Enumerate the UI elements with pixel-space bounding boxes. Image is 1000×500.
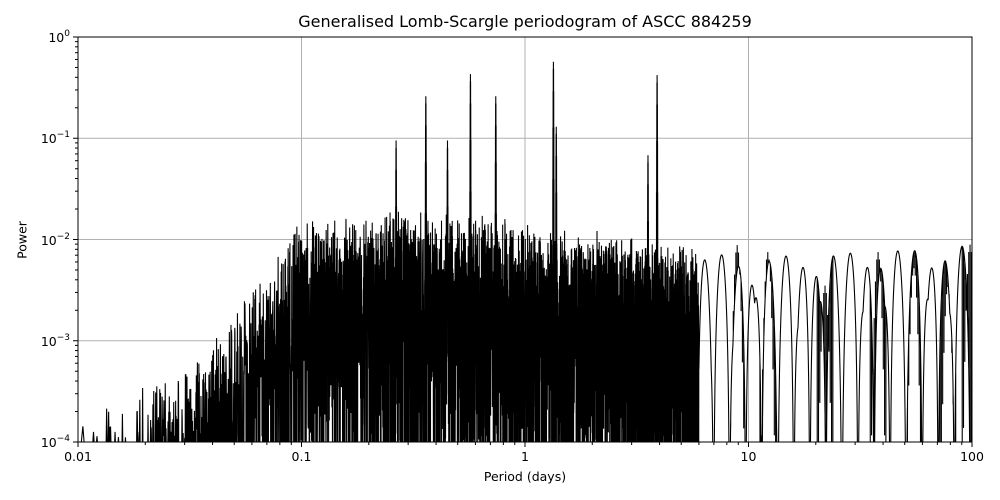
y-tick-base: 10 bbox=[40, 232, 57, 248]
periodogram-line bbox=[80, 61, 972, 442]
y-tick-label: 10−4 bbox=[41, 434, 70, 450]
y-tick-exponent: −4 bbox=[56, 434, 70, 444]
y-tick-label: 10−3 bbox=[41, 333, 70, 349]
y-tick-exponent: −1 bbox=[56, 130, 70, 141]
y-axis-label: Power bbox=[14, 221, 30, 259]
x-tick-label: 0.01 bbox=[64, 449, 92, 464]
x-tick-label: 0.1 bbox=[291, 449, 312, 464]
y-tick-label: 100 bbox=[48, 29, 70, 45]
y-tick-base: 10 bbox=[40, 435, 57, 450]
y-tick-base: 10 bbox=[40, 131, 57, 147]
plot-area bbox=[73, 36, 973, 447]
x-tick-label: 100 bbox=[960, 449, 984, 464]
x-tick-label: 10 bbox=[740, 449, 757, 464]
periodogram-plot bbox=[73, 36, 973, 447]
x-axis-label: Period (days) bbox=[483, 469, 567, 484]
chart-title: Generalised Lomb-Scargle periodogram of … bbox=[298, 12, 752, 31]
y-tick-label: 10−1 bbox=[41, 130, 70, 146]
y-tick-base: 10 bbox=[40, 333, 57, 349]
y-tick-label: 10−2 bbox=[41, 232, 70, 248]
y-tick-exponent: 0 bbox=[64, 29, 70, 39]
x-tick-label: 1 bbox=[521, 449, 529, 464]
y-tick-exponent: −2 bbox=[56, 231, 70, 242]
y-tick-exponent: −3 bbox=[56, 332, 70, 343]
y-tick-base: 10 bbox=[48, 30, 65, 45]
